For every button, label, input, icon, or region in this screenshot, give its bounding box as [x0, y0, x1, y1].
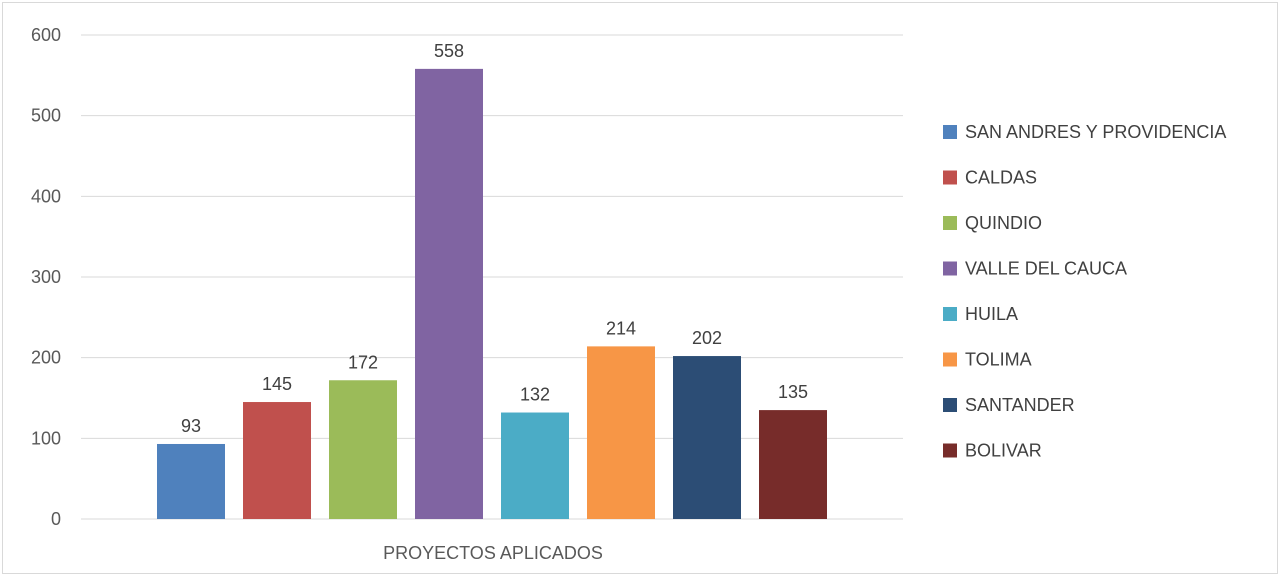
- legend: SAN ANDRES Y PROVIDENCIA CALDAS QUINDIO VAL…: [943, 122, 1226, 461]
- legend-item-caldas: CALDAS: [943, 168, 1037, 188]
- y-tick-label: 200: [31, 348, 61, 368]
- legend-item-san-andres-y-providencia: SAN ANDRES Y PROVIDENCIA: [943, 122, 1226, 142]
- legend-swatch: [943, 170, 957, 185]
- legend-label: SANTANDER: [965, 395, 1075, 415]
- bar-quindio: [329, 380, 397, 519]
- bar-caldas: [243, 402, 311, 519]
- bar-tolima: [587, 346, 655, 519]
- x-axis-label: PROYECTOS APLICADOS: [383, 543, 603, 563]
- legend-swatch: [943, 307, 957, 321]
- legend-label: VALLE DEL CAUCA: [965, 259, 1127, 279]
- legend-item-santander: SANTANDER: [943, 395, 1075, 415]
- legend-swatch: [943, 261, 957, 276]
- y-tick-label: 100: [31, 428, 61, 448]
- legend-label: SAN ANDRES Y PROVIDENCIA: [965, 122, 1226, 142]
- y-tick-label: 600: [31, 25, 61, 45]
- legend-label: CALDAS: [965, 168, 1037, 188]
- data-label: 202: [692, 328, 722, 348]
- y-tick-label: 300: [31, 267, 61, 287]
- data-label: 214: [606, 318, 636, 338]
- gridlines: [81, 34, 903, 520]
- y-axis-tick-labels: 0 100 200 300 400 500 600: [31, 25, 61, 529]
- legend-item-huila: HUILA: [943, 304, 1018, 324]
- data-labels: 93 145 172 558 132 214 202 135: [181, 41, 808, 436]
- legend-item-bolivar: BOLIVAR: [943, 441, 1042, 461]
- y-tick-label: 0: [51, 509, 61, 529]
- data-label: 145: [262, 374, 292, 394]
- data-label: 132: [520, 385, 550, 405]
- legend-label: QUINDIO: [965, 213, 1042, 233]
- bar-san-andres-y-providencia: [157, 443, 225, 519]
- bars: [157, 68, 827, 519]
- bar-santander: [673, 356, 741, 519]
- legend-item-valle-del-cauca: VALLE DEL CAUCA: [943, 259, 1127, 279]
- legend-item-quindio: QUINDIO: [943, 213, 1042, 233]
- legend-label: TOLIMA: [965, 350, 1032, 370]
- legend-swatch: [943, 398, 957, 412]
- bar-valle-del-cauca: [415, 68, 483, 519]
- legend-label: HUILA: [965, 304, 1018, 324]
- legend-item-tolima: TOLIMA: [943, 350, 1032, 370]
- legend-swatch: [943, 216, 957, 230]
- bar-bolivar: [759, 410, 827, 519]
- y-tick-label: 500: [31, 106, 61, 126]
- legend-swatch: [943, 443, 957, 458]
- data-label: 135: [778, 382, 808, 402]
- data-label: 172: [348, 352, 378, 372]
- bar-huila: [501, 412, 569, 519]
- legend-label: BOLIVAR: [965, 441, 1042, 461]
- legend-swatch: [943, 352, 957, 367]
- bar-chart: 0 100 200 300 400 500 600 93 145 172 558 132 214 202…: [31, 25, 1226, 563]
- data-label: 558: [434, 41, 464, 61]
- legend-swatch: [943, 125, 957, 139]
- data-label: 93: [181, 416, 201, 436]
- y-tick-label: 400: [31, 186, 61, 206]
